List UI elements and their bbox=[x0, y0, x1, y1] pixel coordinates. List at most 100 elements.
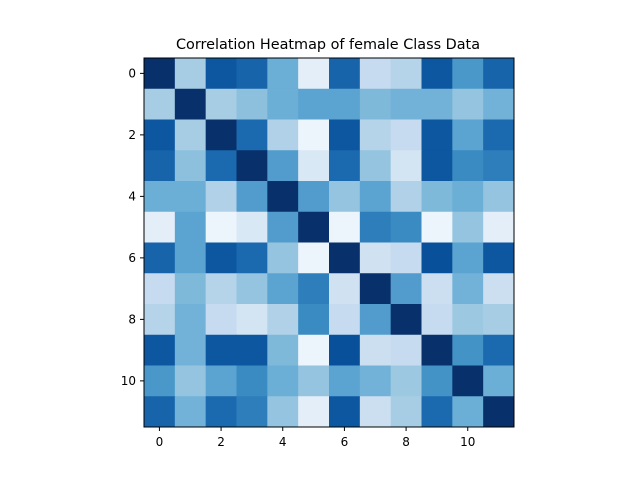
heatmap-cell bbox=[144, 273, 176, 305]
heatmap-cell bbox=[174, 242, 207, 274]
x-tick-label: 6 bbox=[341, 435, 349, 449]
heatmap-cell bbox=[174, 304, 207, 336]
heatmap-cell bbox=[298, 211, 330, 243]
heatmap-cell bbox=[359, 273, 392, 305]
heatmap-cell bbox=[452, 242, 484, 274]
heatmap-cell bbox=[205, 273, 237, 305]
heatmap-cell bbox=[298, 365, 330, 397]
heatmap-cell bbox=[205, 150, 237, 182]
heatmap-cell bbox=[267, 58, 299, 90]
heatmap-cell bbox=[359, 396, 392, 428]
heatmap-cell bbox=[483, 58, 515, 90]
heatmap-cell bbox=[452, 181, 484, 213]
heatmap-cell bbox=[452, 119, 484, 151]
heatmap-cell bbox=[329, 273, 361, 305]
heatmap-cell bbox=[329, 211, 361, 243]
heatmap-cell bbox=[267, 365, 299, 397]
heatmap-cell bbox=[144, 334, 176, 366]
heatmap-cell bbox=[421, 396, 453, 428]
heatmap-cell bbox=[390, 88, 422, 120]
heatmap-cell bbox=[483, 273, 515, 305]
heatmap-cell bbox=[205, 119, 237, 151]
heatmap-cell bbox=[483, 334, 515, 366]
heatmap-cell bbox=[267, 181, 299, 213]
heatmap-cell bbox=[329, 119, 361, 151]
heatmap-cell bbox=[174, 181, 207, 213]
heatmap-cell bbox=[421, 150, 453, 182]
heatmap-cell bbox=[236, 396, 268, 428]
y-tick-label: 4 bbox=[128, 189, 136, 203]
heatmap-cell bbox=[298, 58, 330, 90]
x-tick-label: 0 bbox=[156, 435, 164, 449]
heatmap-cell bbox=[174, 365, 207, 397]
heatmap-cell bbox=[483, 365, 515, 397]
heatmap-cell bbox=[267, 242, 299, 274]
heatmap-cell bbox=[359, 334, 392, 366]
heatmap-cell bbox=[267, 304, 299, 336]
heatmap-cell bbox=[298, 396, 330, 428]
heatmap-cell bbox=[359, 150, 392, 182]
heatmap-cell bbox=[421, 181, 453, 213]
heatmap-cell bbox=[267, 88, 299, 120]
heatmap-cell bbox=[359, 242, 392, 274]
heatmap-cell bbox=[174, 58, 207, 90]
heatmap-cell bbox=[390, 365, 422, 397]
heatmap-cell bbox=[483, 88, 515, 120]
x-tick-label: 4 bbox=[279, 435, 287, 449]
heatmap-cell bbox=[236, 181, 268, 213]
heatmap-cell bbox=[236, 150, 268, 182]
heatmap-cell bbox=[390, 334, 422, 366]
heatmap-cell bbox=[144, 119, 176, 151]
heatmap-cell bbox=[267, 211, 299, 243]
y-tick-label: 6 bbox=[128, 251, 136, 265]
heatmap-cell bbox=[329, 365, 361, 397]
heatmap-cell bbox=[298, 181, 330, 213]
heatmap-cell bbox=[267, 396, 299, 428]
heatmap-cell bbox=[329, 88, 361, 120]
heatmap-cell bbox=[452, 211, 484, 243]
heatmap-cell bbox=[298, 150, 330, 182]
heatmap-cell bbox=[452, 365, 484, 397]
heatmap-cell bbox=[390, 396, 422, 428]
heatmap-cell bbox=[452, 304, 484, 336]
heatmap-cell bbox=[329, 150, 361, 182]
heatmap-cell bbox=[421, 273, 453, 305]
x-tick-label: 10 bbox=[460, 435, 475, 449]
heatmap-cell bbox=[421, 242, 453, 274]
heatmap-cell bbox=[205, 211, 237, 243]
heatmap-cell bbox=[236, 242, 268, 274]
heatmap-cell bbox=[205, 365, 237, 397]
heatmap-cell bbox=[236, 334, 268, 366]
heatmap-cell bbox=[390, 58, 422, 90]
heatmap-cell bbox=[236, 119, 268, 151]
heatmap-cell bbox=[174, 396, 207, 428]
heatmap-cell bbox=[267, 273, 299, 305]
heatmap-cell bbox=[205, 334, 237, 366]
x-tick-label: 2 bbox=[217, 435, 225, 449]
heatmap-cell bbox=[205, 396, 237, 428]
heatmap-cell bbox=[329, 304, 361, 336]
heatmap-cell bbox=[421, 334, 453, 366]
heatmap-cell bbox=[421, 88, 453, 120]
heatmap-cell bbox=[205, 58, 237, 90]
heatmap-cell bbox=[483, 150, 515, 182]
heatmap-cell bbox=[390, 304, 422, 336]
heatmap-cell bbox=[298, 119, 330, 151]
plot-frame bbox=[143, 57, 515, 428]
y-tick-label: 10 bbox=[121, 374, 136, 388]
heatmap-cell bbox=[144, 150, 176, 182]
heatmap-cell bbox=[267, 334, 299, 366]
heatmap-cell bbox=[421, 365, 453, 397]
heatmap-cell bbox=[236, 88, 268, 120]
heatmap-cell bbox=[329, 181, 361, 213]
heatmap-cell bbox=[174, 334, 207, 366]
heatmap-cell bbox=[144, 58, 176, 90]
heatmap-cell bbox=[483, 242, 515, 274]
y-tick-label: 8 bbox=[128, 312, 136, 326]
heatmap-cell bbox=[452, 273, 484, 305]
heatmap-cell bbox=[359, 119, 392, 151]
heatmap-cell bbox=[236, 273, 268, 305]
heatmap-cell bbox=[452, 396, 484, 428]
heatmap-cell bbox=[298, 88, 330, 120]
heatmap-cell bbox=[298, 242, 330, 274]
